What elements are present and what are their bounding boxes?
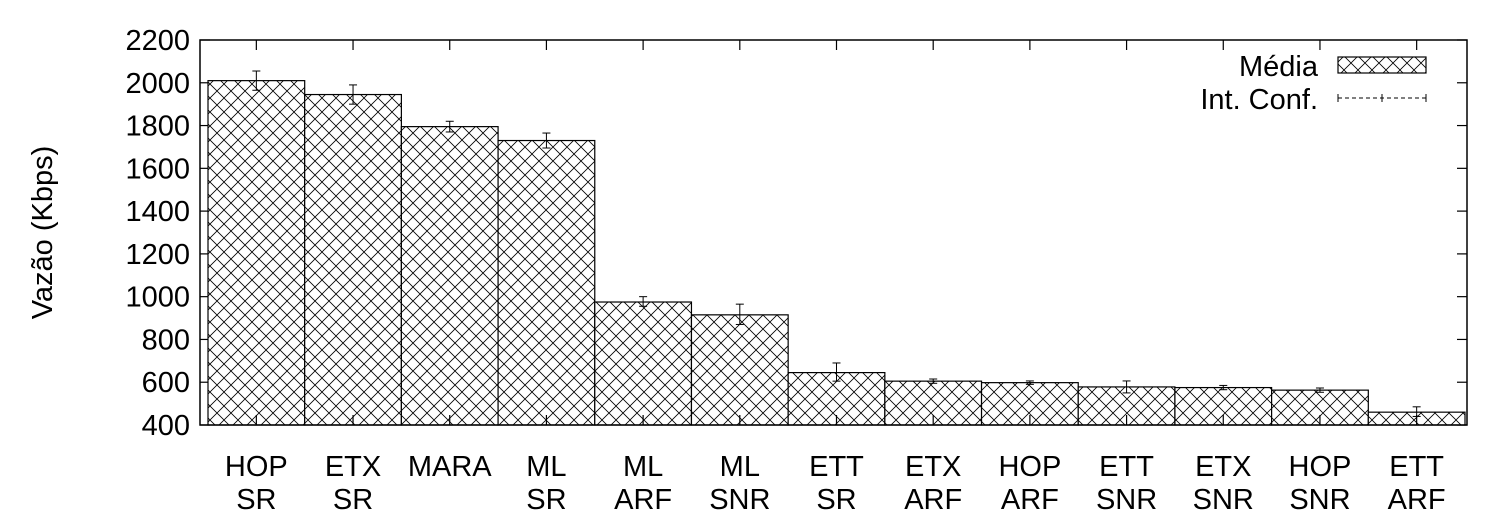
y-tick-label: 800 (142, 324, 190, 356)
x-tick-label: SNR (1289, 484, 1350, 516)
x-tick-label: ML (720, 451, 760, 483)
x-tick-label: ETX (325, 451, 381, 483)
x-tick-label: HOP (998, 451, 1061, 483)
y-tick-label: 1600 (125, 153, 190, 185)
x-tick-label: ETT (1389, 451, 1444, 483)
x-tick-label: MARA (408, 451, 492, 483)
bar (497, 139, 596, 426)
y-tick-label: 400 (142, 410, 190, 442)
bar (400, 126, 499, 426)
y-tick-label: 1200 (125, 239, 190, 271)
y-tick-label: 1000 (125, 282, 190, 314)
x-tick-label: SR (236, 484, 276, 516)
x-tick-label: ML (526, 451, 566, 483)
x-tick-label: ARF (1388, 484, 1446, 516)
y-tick-label: 2200 (125, 25, 190, 57)
y-tick-label: 1800 (125, 111, 190, 143)
x-tick-label: SNR (1193, 484, 1254, 516)
legend-swatch-media (1337, 56, 1427, 74)
x-tick-label: ETT (1099, 451, 1154, 483)
x-tick-label: SR (816, 484, 856, 516)
plot-frame (199, 39, 1468, 426)
legend-label-media: Média (1239, 51, 1319, 83)
x-tick-label: ARF (904, 484, 962, 516)
x-tick-label: HOP (225, 451, 288, 483)
bar (304, 93, 402, 426)
x-tick-label: ARF (614, 484, 672, 516)
legend-label-ci: Int. Conf. (1200, 84, 1318, 116)
y-axis-label: Vazão (Kbps) (27, 146, 59, 320)
x-tick-label: ETT (809, 451, 864, 483)
x-tick-label: ML (623, 451, 663, 483)
x-tick-label: SR (526, 484, 566, 516)
x-tick-label: SNR (709, 484, 770, 516)
bar (690, 314, 789, 426)
y-tick-label: 2000 (125, 68, 190, 100)
y-tick-label: 1400 (125, 196, 190, 228)
x-tick-label: SR (333, 484, 373, 516)
x-tick-label: ARF (1001, 484, 1059, 516)
bar (207, 80, 306, 426)
x-tick-label: ETX (905, 451, 961, 483)
x-tick-label: SNR (1096, 484, 1157, 516)
x-tick-label: ETX (1195, 451, 1251, 483)
bar (594, 301, 693, 426)
y-tick-label: 600 (142, 367, 190, 399)
x-tick-label: HOP (1289, 451, 1352, 483)
